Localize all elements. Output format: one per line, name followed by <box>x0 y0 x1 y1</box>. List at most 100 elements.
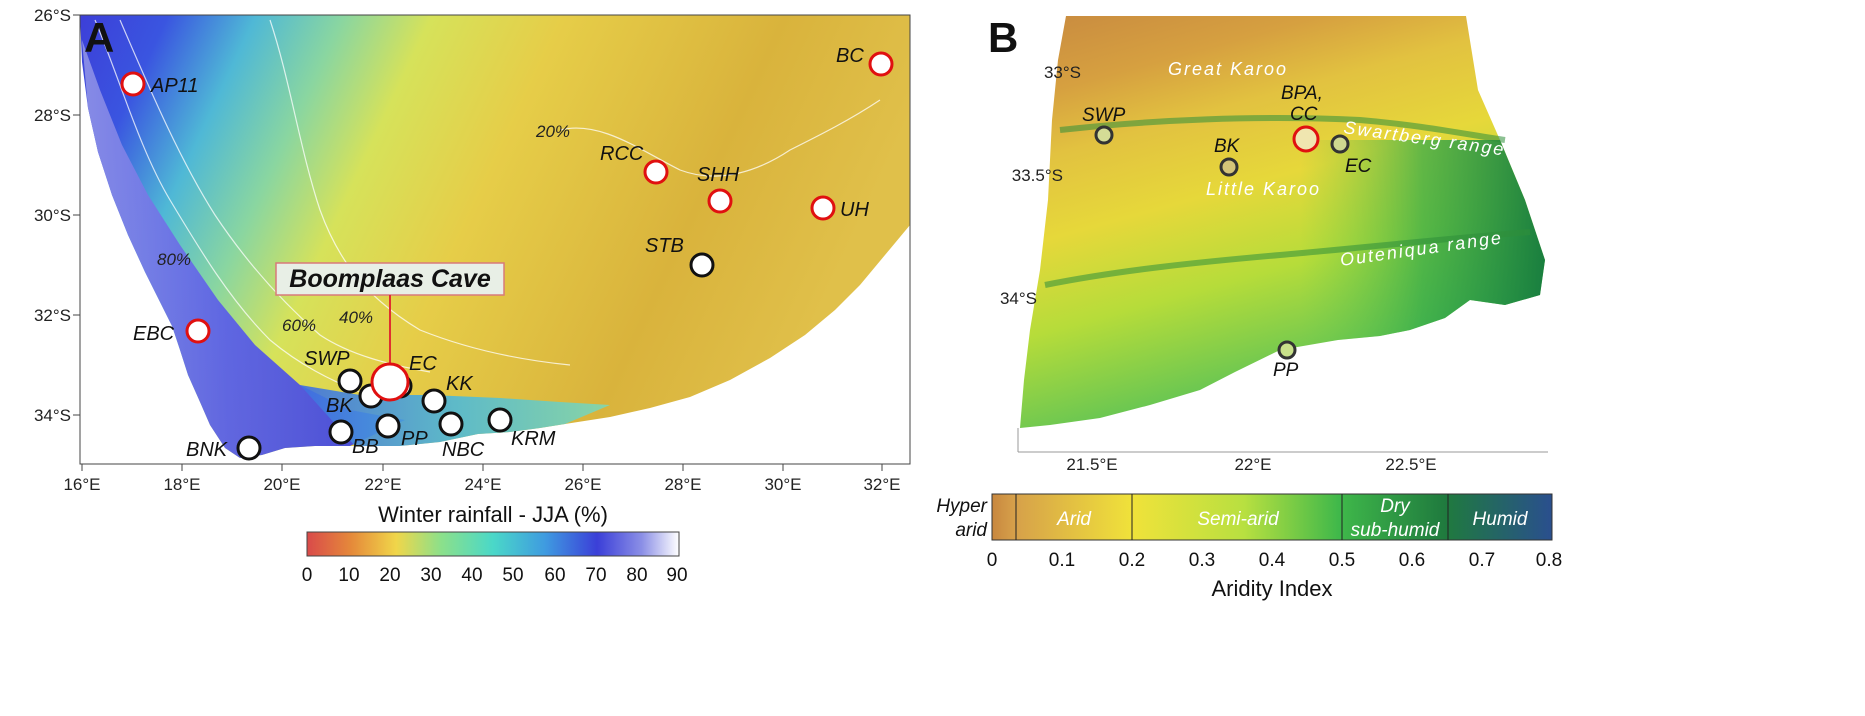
boomplaas-label-box <box>275 262 505 296</box>
panel-b-lon-axis: 21.5°E 22°E 22.5°E <box>1066 455 1436 474</box>
site-label-rcc: RCC <box>600 143 644 165</box>
lon-tick: 28°E <box>664 475 701 494</box>
panel-a: A 26°S 28°S 30°S 32°S 34°S 16°E 18°E 20°… <box>34 6 911 586</box>
class-label-hyper-arid: arid <box>955 520 988 541</box>
site-marker-pp <box>1277 340 1297 360</box>
colorbar-b-tick: 0.2 <box>1119 550 1145 571</box>
lon-tick: 18°E <box>163 475 200 494</box>
contour-label: 60% <box>282 316 316 335</box>
class-label-hyper-arid: Hyper <box>936 496 987 517</box>
site-marker-rcc <box>643 159 669 185</box>
panel-a-sites: AP11 BC RCC SHH UH STB EBC SWP EC <box>120 45 894 461</box>
colorbar-a-tick: 20 <box>379 565 400 586</box>
lon-tick: 30°E <box>764 475 801 494</box>
site-marker-ebc <box>185 318 211 344</box>
colorbar-a-ticks: 0 10 20 30 40 50 60 70 80 90 <box>302 565 688 586</box>
lon-tick: 21.5°E <box>1066 455 1117 474</box>
lat-tick: 33.5°S <box>1012 166 1063 185</box>
lat-tick: 34°S <box>1000 289 1037 308</box>
panel-b-letter: B <box>988 14 1018 61</box>
site-marker-boomplaas <box>370 362 410 402</box>
site-label-stb: STB <box>645 235 684 257</box>
class-label-semi-arid: Semi-arid <box>1197 509 1280 530</box>
class-label-humid: Humid <box>1473 509 1529 530</box>
colorbar-b-tick: 0.6 <box>1399 550 1425 571</box>
site-marker-shh <box>707 188 733 214</box>
contour-label: 80% <box>157 250 191 269</box>
site-label-uh: UH <box>840 199 869 221</box>
colorbar-a-tick: 10 <box>338 565 359 586</box>
colorbar-b-tick: 0.4 <box>1259 550 1286 571</box>
site-marker-ec <box>1330 134 1350 154</box>
colorbar-b-tick: 0.8 <box>1536 550 1562 571</box>
site-label-nbc: NBC <box>442 439 485 461</box>
colorbar-a-tick: 30 <box>420 565 441 586</box>
site-label-pp: PP <box>1273 360 1299 381</box>
lat-tick: 32°S <box>34 306 71 325</box>
colorbar-b-class-labels: Hyper arid Arid Semi-arid Dry sub-humid … <box>936 496 1529 541</box>
site-label-swp: SWP <box>1082 105 1126 126</box>
lat-tick: 26°S <box>34 6 71 25</box>
site-label-ap11: AP11 <box>150 75 198 97</box>
colorbar-b-tick: 0.7 <box>1469 550 1495 571</box>
lon-tick: 22°E <box>1234 455 1271 474</box>
colorbar-b-tick: 0.1 <box>1049 550 1075 571</box>
colorbar-b-dividers <box>1015 494 1449 540</box>
site-marker-bk <box>1219 157 1239 177</box>
colorbar-b-ticks: 0 0.1 0.2 0.3 0.4 0.5 0.6 0.7 0.8 <box>987 550 1563 571</box>
lon-tick: 22.5°E <box>1385 455 1436 474</box>
site-label-bb: BB <box>352 436 379 458</box>
site-label-bc: BC <box>836 45 864 67</box>
site-marker-kk <box>421 388 447 414</box>
region-label-great-karoo: Great Karoo <box>1168 59 1288 79</box>
panel-a-lat-axis: 26°S 28°S 30°S 32°S 34°S <box>34 6 80 425</box>
colorbar-a-title: Winter rainfall - JJA (%) <box>378 502 608 527</box>
colorbar-a-tick: 40 <box>461 565 482 586</box>
site-marker-bc <box>868 51 894 77</box>
site-marker-stb <box>689 252 715 278</box>
site-label-krm: KRM <box>511 428 556 450</box>
panel-b-ridges <box>1044 115 1531 288</box>
site-marker-uh <box>810 195 836 221</box>
site-label-bpa: BPA, <box>1281 83 1323 104</box>
site-label-kk: KK <box>446 373 474 395</box>
region-label-little-karoo: Little Karoo <box>1206 179 1321 199</box>
colorbar-a-tick: 70 <box>585 565 606 586</box>
class-label-dry-sub-humid: sub-humid <box>1351 520 1441 541</box>
lon-tick: 16°E <box>63 475 100 494</box>
site-marker-swp <box>1094 125 1114 145</box>
site-marker-swp <box>337 368 363 394</box>
site-label-bnk: BNK <box>186 439 229 461</box>
site-marker-bb <box>328 419 354 445</box>
lat-tick: 30°S <box>34 206 71 225</box>
lon-tick: 24°E <box>464 475 501 494</box>
class-label-arid: Arid <box>1056 509 1092 530</box>
colorbar-a-tick: 90 <box>666 565 687 586</box>
contour-label: 40% <box>339 308 373 327</box>
site-label-ebc: EBC <box>133 323 175 345</box>
site-marker-bpa-cc <box>1292 125 1320 153</box>
lat-tick: 28°S <box>34 106 71 125</box>
panel-a-land <box>80 15 910 458</box>
panel-a-contour-labels: 20% 40% 60% 80% <box>157 122 570 335</box>
site-marker-ap11 <box>120 71 146 97</box>
colorbar-a-tick: 0 <box>302 565 313 586</box>
panel-a-letter: A <box>84 14 114 61</box>
colorbar-b-tick: 0 <box>987 550 998 571</box>
site-label-ec: EC <box>1345 156 1372 177</box>
site-label-ec: EC <box>409 353 437 375</box>
site-marker-bnk <box>236 435 262 461</box>
lon-tick: 20°E <box>263 475 300 494</box>
site-marker-nbc <box>438 411 464 437</box>
site-label-pp: PP <box>401 428 428 450</box>
site-marker-krm <box>487 407 513 433</box>
site-label-swp: SWP <box>304 348 350 370</box>
colorbar-b <box>991 493 1553 541</box>
panel-a-frame <box>79 14 911 465</box>
boomplaas-label: Boomplaas Cave <box>289 265 491 293</box>
colorbar-b-tick: 0.3 <box>1189 550 1215 571</box>
colorbar-b-tick: 0.5 <box>1329 550 1355 571</box>
colorbar-a-tick: 80 <box>626 565 647 586</box>
site-label-cc: CC <box>1290 104 1318 125</box>
